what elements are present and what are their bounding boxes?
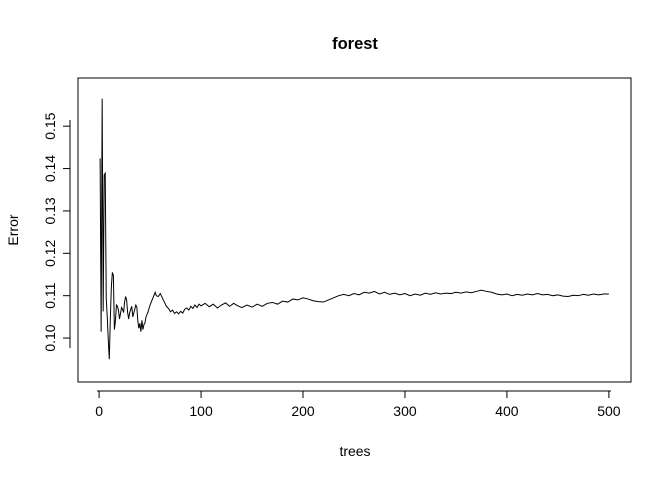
- plot-frame: [77, 77, 632, 383]
- y-tick-label: 0.14: [42, 155, 58, 182]
- x-tick-label: 0: [95, 403, 103, 419]
- y-tick-label: 0.11: [42, 282, 58, 308]
- y-tick-label: 0.10: [42, 324, 58, 351]
- x-tick-label: 500: [597, 403, 621, 419]
- x-axis-label: trees: [339, 443, 370, 459]
- error-series-line: [99, 98, 609, 360]
- x-tick-label: 100: [189, 403, 213, 419]
- x-tick-label: 200: [291, 403, 315, 419]
- x-axis-ticks: 0 100 200 300 400 500: [95, 391, 621, 419]
- x-tick-label: 300: [393, 403, 417, 419]
- y-axis-label: Error: [5, 214, 21, 245]
- y-tick-label: 0.12: [42, 239, 58, 266]
- y-axis-ticks: 0.10 0.11 0.12 0.13 0.14 0.15: [42, 112, 70, 352]
- series-group: [99, 98, 609, 360]
- x-tick-label: 400: [495, 403, 519, 419]
- y-tick-label: 0.15: [42, 112, 58, 139]
- y-tick-label: 0.13: [42, 197, 58, 224]
- chart-title: forest: [332, 35, 378, 53]
